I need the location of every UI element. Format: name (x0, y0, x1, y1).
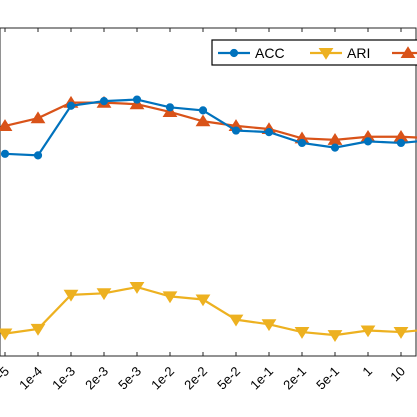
data-point (261, 319, 277, 332)
data-point (318, 47, 334, 60)
data-point (297, 138, 307, 148)
data-point (327, 330, 343, 342)
data-point (30, 111, 46, 124)
legend-item (392, 46, 417, 59)
data-point (30, 323, 46, 336)
data-point (0, 149, 10, 158)
data-point (229, 48, 239, 58)
x-tick-label: 1e-4 (16, 364, 45, 393)
x-tick-label: 1e-1 (247, 364, 276, 393)
data-point (0, 119, 13, 131)
x-tick-label: -5 (0, 364, 12, 383)
x-tick-label: 1e-3 (49, 364, 78, 393)
data-point (400, 46, 416, 59)
data-point (294, 327, 310, 339)
plot-area (0, 27, 417, 357)
legend-item: ACC (218, 45, 285, 61)
data-point (63, 289, 79, 302)
data-point (195, 294, 211, 307)
data-point (264, 128, 274, 137)
x-tick-label: 2e-3 (82, 364, 111, 393)
x-tick-label: 5e-1 (313, 364, 342, 393)
x-tick-label: 10 (387, 364, 408, 385)
x-tick-labels: -5 1e-4 1e-3 2e-3 5e-3 1e-2 2e-2 5e-2 1e-1 2e-1 5e… (0, 364, 408, 393)
data-point (0, 328, 13, 341)
data-point (165, 103, 175, 112)
legend-label: ACC (255, 45, 285, 61)
data-point (393, 327, 409, 339)
x-tick-label: 1 (359, 364, 375, 380)
legend-item: ARI (310, 45, 370, 61)
x-tick-label: 2e-2 (181, 364, 210, 393)
data-point (360, 325, 376, 338)
x-tick-label: 1e-2 (148, 364, 177, 393)
legend: ACC ARI (211, 39, 417, 66)
x-tick-label: 2e-1 (280, 364, 309, 393)
data-point (198, 106, 208, 115)
series-line (4, 98, 417, 157)
data-point (231, 126, 241, 135)
series-line (4, 285, 417, 337)
legend-label: ARI (347, 45, 370, 61)
series-acc (0, 95, 417, 160)
data-point (195, 114, 211, 127)
data-point (66, 101, 76, 110)
data-point (99, 97, 109, 106)
series-line (4, 101, 417, 141)
data-point (33, 151, 43, 160)
data-point (228, 314, 244, 327)
series-unnamed (0, 95, 417, 145)
data-point (330, 143, 340, 152)
data-point (396, 138, 406, 148)
x-tick-label: 5e-3 (115, 364, 144, 393)
series-ari (0, 282, 417, 342)
data-point (162, 291, 178, 304)
x-tick-label: 5e-2 (214, 364, 243, 393)
data-point (132, 95, 142, 104)
data-point (363, 137, 373, 146)
tick-marks (4, 28, 402, 356)
series-layer (0, 95, 417, 342)
data-point (96, 288, 112, 301)
data-point (129, 282, 145, 294)
